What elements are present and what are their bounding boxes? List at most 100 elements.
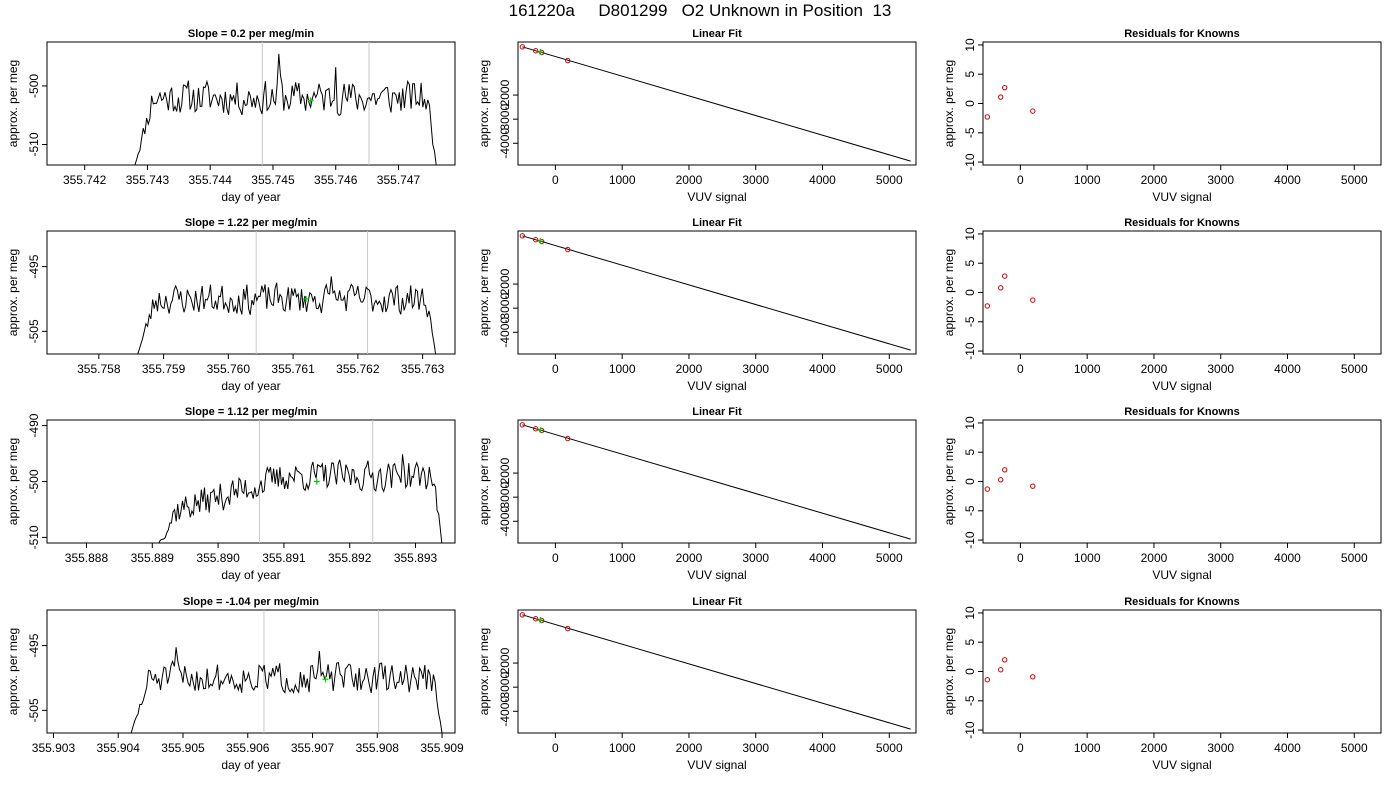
resid-2-x-tick-label: 3000 bbox=[1207, 362, 1234, 376]
resid-2-y-tick-label: -5 bbox=[963, 316, 977, 327]
fit-3-x-tick-label: 0 bbox=[552, 551, 559, 565]
fit-1-y-tick-label: -4000 bbox=[498, 128, 512, 159]
time-4-x-tick-label: 355.905 bbox=[161, 741, 205, 755]
time-2-x-tick-label: 355.763 bbox=[401, 362, 445, 376]
fit-1-y-tick-label: -2000 bbox=[498, 79, 512, 110]
resid-4-x-tick-label: 2000 bbox=[1141, 741, 1168, 755]
resid-4-y-axis-label: approx. per meg bbox=[942, 628, 956, 715]
resid-2-x-axis-label: VUV signal bbox=[1152, 379, 1211, 393]
fit-2-x-tick-label: 2000 bbox=[676, 362, 703, 376]
fit-4-x-axis-label: VUV signal bbox=[687, 758, 746, 772]
time-1-y-tick-label: -500 bbox=[27, 74, 41, 98]
resid-4-residual-point bbox=[984, 677, 991, 683]
fit-4-y-axis-label: approx. per meg bbox=[477, 628, 491, 715]
time-3-y-tick-label: -510 bbox=[27, 525, 41, 549]
time-4-x-tick-label: 355.907 bbox=[291, 741, 335, 755]
resid-4-residual-point bbox=[1002, 657, 1008, 663]
fit-4-y-tick-label: -2000 bbox=[498, 647, 512, 678]
resid-1-x-tick-label: 1000 bbox=[1074, 173, 1101, 187]
time-3-x-tick-label: 355.888 bbox=[65, 551, 109, 565]
resid-1-x-axis-label: VUV signal bbox=[1152, 190, 1211, 204]
fit-1-x-tick-label: 4000 bbox=[809, 173, 836, 187]
fit-4-panel-title: Linear Fit bbox=[692, 596, 742, 608]
resid-3-x-axis-label: VUV signal bbox=[1152, 568, 1211, 582]
resid-3-y-axis-label: approx. per meg bbox=[942, 438, 956, 525]
fit-1-panel-title: Linear Fit bbox=[692, 28, 742, 40]
fit-2-fit-line bbox=[522, 235, 911, 351]
time-2-x-tick-label: 355.759 bbox=[142, 362, 186, 376]
time-3-y-tick-label: -490 bbox=[27, 413, 41, 437]
fit-1-y-axis-label: approx. per meg bbox=[477, 60, 491, 147]
time-4-panel-title: Slope = -1.04 per meg/min bbox=[183, 596, 319, 608]
time-3-x-tick-label: 355.893 bbox=[394, 551, 438, 565]
fit-3-y-tick-label: -3000 bbox=[498, 482, 512, 513]
resid-4-x-tick-label: 4000 bbox=[1274, 741, 1301, 755]
resid-1-x-tick-label: 3000 bbox=[1207, 173, 1234, 187]
resid-3-y-tick-label: -5 bbox=[963, 505, 977, 516]
fit-3-known-point bbox=[519, 422, 526, 428]
resid-4-y-tick-label: -5 bbox=[963, 695, 977, 706]
time-2-signal-trace bbox=[137, 276, 437, 354]
resid-3-panel-title: Residuals for Knowns bbox=[1124, 406, 1240, 418]
time-1-y-axis-label: approx. per meg bbox=[6, 60, 20, 147]
fit-4-x-tick-label: 3000 bbox=[742, 741, 769, 755]
fit-2-x-tick-label: 1000 bbox=[609, 362, 636, 376]
resid-2-residual-point bbox=[984, 303, 991, 309]
time-2-x-tick-label: 355.762 bbox=[336, 362, 380, 376]
resid-3-residual-point bbox=[997, 477, 1004, 483]
fit-3-x-tick-label: 1000 bbox=[609, 551, 636, 565]
resid-3-x-tick-label: 5000 bbox=[1341, 551, 1368, 565]
resid-2-residual-point bbox=[1002, 273, 1008, 279]
fit-4-x-tick-label: 1000 bbox=[609, 741, 636, 755]
fit-2-panel-title: Linear Fit bbox=[692, 217, 742, 229]
resid-4-residual-point bbox=[997, 667, 1004, 673]
time-2-x-axis-label: day of year bbox=[221, 379, 280, 393]
fit-4-known-point bbox=[565, 625, 571, 632]
resid-3-y-tick-label: 5 bbox=[963, 449, 977, 456]
resid-3-y-tick-label: 0 bbox=[963, 478, 977, 485]
time-3-x-tick-label: 355.889 bbox=[131, 551, 175, 565]
resid-2-x-tick-label: 5000 bbox=[1341, 362, 1368, 376]
resid-2-x-tick-label: 0 bbox=[1017, 362, 1024, 376]
resid-1-y-axis-label: approx. per meg bbox=[942, 60, 956, 147]
fit-4-y-tick-label: -4000 bbox=[498, 696, 512, 727]
fit-1-x-tick-label: 0 bbox=[552, 173, 559, 187]
resid-3-x-tick-label: 2000 bbox=[1141, 551, 1168, 565]
time-1-x-tick-label: 355.745 bbox=[251, 173, 295, 187]
fit-1-x-tick-label: 1000 bbox=[609, 173, 636, 187]
resid-4-x-axis-label: VUV signal bbox=[1152, 758, 1211, 772]
time-4-x-tick-label: 355.903 bbox=[32, 741, 76, 755]
fit-2-known-point bbox=[519, 233, 526, 239]
resid-4-x-tick-label: 0 bbox=[1017, 741, 1024, 755]
resid-1-residual-point bbox=[984, 114, 991, 120]
fit-3-y-tick-label: -4000 bbox=[498, 506, 512, 537]
resid-3-x-tick-label: 4000 bbox=[1274, 551, 1301, 565]
fit-3-y-axis-label: approx. per meg bbox=[477, 438, 491, 525]
fit-4-x-tick-label: 0 bbox=[552, 741, 559, 755]
resid-3-x-tick-label: 1000 bbox=[1074, 551, 1101, 565]
resid-1-x-tick-label: 0 bbox=[1017, 173, 1024, 187]
time-1-panel-title: Slope = 0.2 per meg/min bbox=[188, 28, 315, 40]
fit-3-fit-line bbox=[522, 424, 911, 540]
resid-4-y-tick-label: 10 bbox=[963, 606, 977, 620]
fit-1-x-tick-label: 3000 bbox=[742, 173, 769, 187]
time-2-y-axis-label: approx. per meg bbox=[6, 249, 20, 336]
fit-3-known-point bbox=[565, 435, 571, 442]
fit-1-x-axis-label: VUV signal bbox=[687, 190, 746, 204]
resid-4-x-tick-label: 1000 bbox=[1074, 741, 1101, 755]
resid-2-y-tick-label: 10 bbox=[963, 227, 977, 241]
fit-2-x-tick-label: 4000 bbox=[809, 362, 836, 376]
fit-4-plot-frame bbox=[517, 609, 917, 734]
resid-3-y-tick-label: 10 bbox=[963, 416, 977, 430]
resid-1-residual-point bbox=[1030, 108, 1036, 114]
fit-4-x-tick-label: 4000 bbox=[809, 741, 836, 755]
time-3-x-tick-label: 355.890 bbox=[196, 551, 240, 565]
resid-4-panel-title: Residuals for Knowns bbox=[1124, 596, 1240, 608]
time-3-plot-frame bbox=[46, 419, 456, 544]
fit-1-known-point bbox=[519, 44, 526, 50]
resid-1-residual-point bbox=[1002, 84, 1008, 91]
time-3-y-tick-label: -500 bbox=[27, 469, 41, 493]
resid-1-panel-title: Residuals for Knowns bbox=[1124, 28, 1240, 40]
resid-4-y-tick-label: -10 bbox=[963, 721, 977, 739]
resid-3-residual-point bbox=[1002, 467, 1008, 473]
